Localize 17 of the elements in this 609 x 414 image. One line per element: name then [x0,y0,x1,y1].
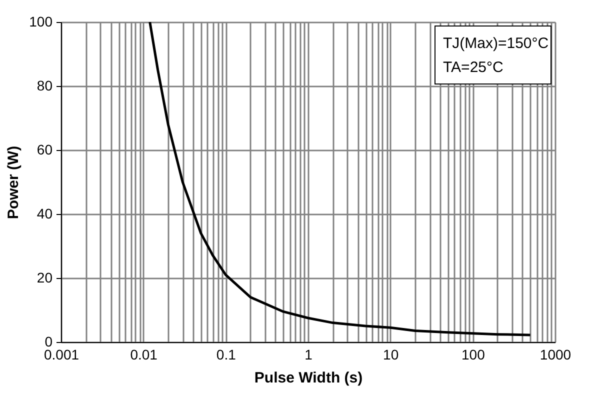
annotation: TA=25°C [443,59,504,76]
y-tick-label: 60 [36,142,53,158]
y-tick-label: 100 [29,14,53,30]
x-axis-title: Pulse Width (s) [254,370,363,386]
x-tick-label: 0.1 [216,346,236,362]
y-tick-label: 80 [36,78,53,94]
y-axis-title: Power (W) [5,146,22,220]
y-tick-label: 0 [44,334,53,350]
x-tick-label: 0.001 [44,346,80,362]
annotation: TJ(Max)=150°C [443,35,549,52]
y-tick-label: 40 [36,206,53,222]
y-tick-label: 20 [36,270,53,286]
x-tick-label: 0.01 [130,346,158,362]
x-tick-label: 1000 [540,346,572,362]
x-tick-label: 100 [461,346,486,362]
x-tick-label: 1 [304,346,313,362]
x-tick-label: 10 [383,346,399,362]
